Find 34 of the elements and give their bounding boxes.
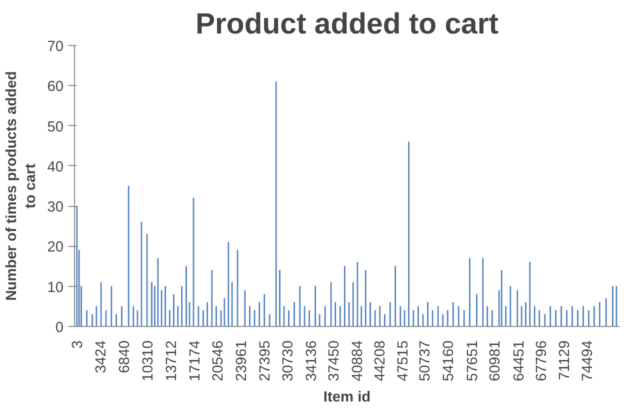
y-tick-label: 30 bbox=[47, 200, 64, 216]
x-tick-label: 27395 bbox=[258, 340, 274, 382]
x-tick-label: 20546 bbox=[210, 340, 227, 382]
x-tick-label: 54160 bbox=[440, 340, 457, 382]
x-tick-label: 17174 bbox=[188, 340, 204, 382]
y-tick-label: 0 bbox=[55, 320, 64, 336]
x-tick-label: 3424 bbox=[93, 340, 110, 374]
y-tick-label: 60 bbox=[47, 79, 64, 96]
y-tick-label: 70 bbox=[47, 39, 64, 55]
x-tick-label: 10310 bbox=[140, 340, 157, 382]
x-tick-label: 67796 bbox=[534, 340, 550, 382]
x-tick-label: 44208 bbox=[372, 340, 389, 382]
x-tick-label: 71129 bbox=[557, 340, 574, 380]
y-tick-label: 20 bbox=[47, 240, 64, 256]
x-tick-label: 47515 bbox=[395, 340, 412, 382]
y-tick-label: 10 bbox=[47, 280, 64, 296]
y-tick-label: 40 bbox=[47, 159, 64, 176]
x-axis-title: Item id bbox=[323, 389, 371, 406]
x-tick-label: 50737 bbox=[417, 340, 434, 382]
x-tick-label: 23961 bbox=[234, 340, 250, 382]
x-tick-label: 64451 bbox=[511, 340, 528, 382]
x-tick-label: 57651 bbox=[464, 340, 481, 382]
x-tick-label: 6840 bbox=[116, 340, 133, 374]
y-tick-label: 50 bbox=[47, 119, 64, 136]
x-tick-label: 60981 bbox=[488, 340, 504, 382]
x-tick-label: 34136 bbox=[304, 340, 320, 382]
x-tick-label: 37450 bbox=[326, 340, 342, 382]
x-tick-label: 30730 bbox=[280, 340, 296, 382]
x-tick-label: 40884 bbox=[350, 340, 366, 382]
y-axis-title: Number of times products added to cart bbox=[4, 71, 40, 301]
x-tick-label: 3 bbox=[70, 340, 86, 349]
chart-title: Product added to cart bbox=[195, 8, 499, 40]
x-tick-label: 13712 bbox=[164, 340, 180, 382]
x-tick-label: 74494 bbox=[580, 340, 596, 382]
